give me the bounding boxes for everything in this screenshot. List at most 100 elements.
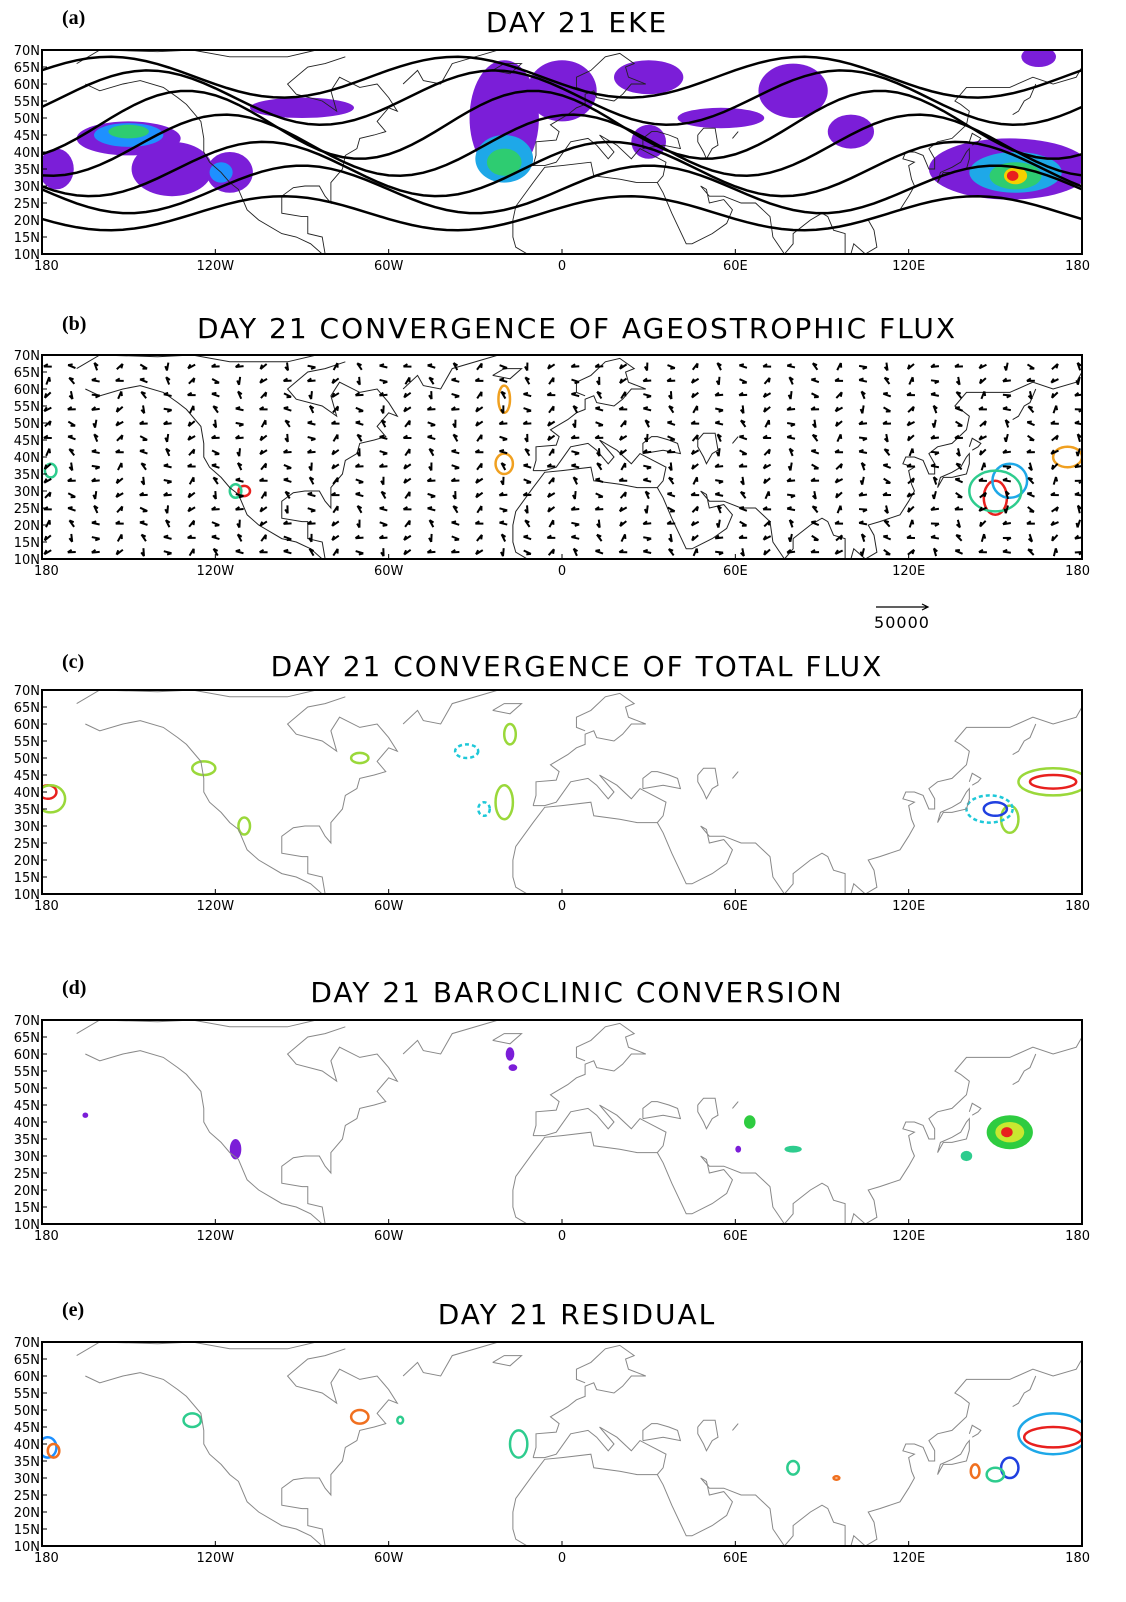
coastline bbox=[1012, 388, 1037, 421]
flux-vector bbox=[308, 391, 313, 400]
flux-vector bbox=[571, 378, 580, 385]
contour bbox=[677, 107, 765, 129]
flux-vector bbox=[44, 491, 52, 499]
flux-vector bbox=[1002, 548, 1011, 554]
flux-vector bbox=[930, 363, 940, 369]
coastline bbox=[85, 80, 323, 254]
y-tick-label: 65N bbox=[14, 1031, 40, 1046]
flux-vector bbox=[499, 377, 508, 383]
flux-vector bbox=[139, 506, 148, 513]
map-content bbox=[42, 690, 1082, 894]
flux-vector bbox=[1026, 377, 1035, 382]
y-tick-label: 55N bbox=[14, 735, 40, 750]
flux-vector bbox=[836, 362, 843, 371]
flux-vector bbox=[1003, 362, 1009, 371]
flux-vector bbox=[475, 420, 484, 427]
flux-vector bbox=[666, 520, 676, 525]
flux-vector bbox=[955, 519, 961, 529]
coastline bbox=[512, 134, 667, 254]
flux-vector bbox=[907, 548, 916, 556]
flux-vector bbox=[955, 391, 963, 399]
flux-vector bbox=[810, 406, 820, 411]
flux-vector bbox=[164, 519, 171, 528]
flux-vector bbox=[499, 507, 508, 513]
flux-vector bbox=[907, 434, 915, 442]
flux-vector bbox=[907, 505, 915, 513]
flux-vector bbox=[642, 520, 652, 526]
flux-vector bbox=[43, 478, 52, 484]
flux-vector bbox=[930, 379, 940, 385]
flux-vector bbox=[547, 363, 556, 370]
flux-vector bbox=[115, 492, 124, 498]
flux-vector bbox=[931, 419, 937, 428]
y-tick-label: 45N bbox=[14, 1421, 40, 1436]
coastline bbox=[642, 1423, 682, 1442]
flux-vector bbox=[882, 491, 892, 497]
flux-vector bbox=[332, 548, 339, 557]
flux-vector bbox=[68, 391, 74, 400]
flux-vector bbox=[115, 448, 124, 454]
flux-vector bbox=[189, 405, 195, 414]
y-tick-label: 70N bbox=[14, 349, 40, 364]
coastline bbox=[656, 182, 846, 254]
flux-vector bbox=[403, 477, 412, 484]
flux-vector bbox=[284, 505, 289, 514]
coastline bbox=[85, 385, 323, 559]
flux-vector bbox=[43, 406, 52, 413]
flux-vector bbox=[211, 534, 220, 541]
flux-vector bbox=[691, 463, 699, 470]
y-tick-label: 60N bbox=[14, 78, 40, 93]
flux-vector bbox=[402, 363, 412, 368]
flux-vector bbox=[570, 363, 580, 368]
contour bbox=[131, 141, 213, 197]
y-tick-label: 50N bbox=[14, 112, 40, 127]
flux-vector bbox=[1051, 363, 1059, 370]
flux-vector bbox=[235, 477, 244, 483]
flux-vector bbox=[811, 419, 817, 429]
flux-vector bbox=[332, 476, 339, 485]
flux-vector bbox=[259, 506, 268, 513]
x-tick-label: 120E bbox=[892, 259, 925, 274]
flux-vector bbox=[116, 505, 124, 514]
flux-vector bbox=[883, 406, 891, 413]
flux-vector bbox=[402, 434, 412, 439]
flux-vector bbox=[236, 533, 243, 542]
contour bbox=[82, 1112, 89, 1118]
x-tick-label: 180 bbox=[1065, 899, 1090, 914]
flux-vector bbox=[835, 420, 843, 428]
flux-vector bbox=[498, 491, 508, 497]
flux-vector bbox=[163, 550, 172, 556]
contour bbox=[46, 1442, 61, 1459]
x-tick-label: 180 bbox=[1065, 564, 1090, 579]
coastline bbox=[532, 1022, 646, 1136]
contour bbox=[999, 1456, 1020, 1480]
contour bbox=[182, 1412, 203, 1429]
contour bbox=[1001, 1127, 1013, 1138]
flux-vector bbox=[762, 392, 772, 399]
map-content bbox=[42, 1342, 1082, 1546]
flux-vector bbox=[235, 493, 244, 499]
y-tick-label: 30N bbox=[14, 180, 40, 195]
map-content bbox=[76, 1020, 1082, 1224]
flux-vector bbox=[307, 420, 316, 426]
flux-vector bbox=[211, 378, 220, 384]
flux-vector bbox=[955, 376, 961, 386]
y-tick-label: 30N bbox=[14, 820, 40, 835]
y-tick-label: 20N bbox=[14, 854, 40, 869]
flux-vector bbox=[954, 434, 963, 440]
flux-vector bbox=[307, 507, 316, 513]
flux-vector bbox=[235, 434, 244, 440]
y-tick-label: 15N bbox=[14, 231, 40, 246]
y-tick-label: 45N bbox=[14, 129, 40, 144]
flux-vector bbox=[618, 548, 628, 554]
coastline bbox=[697, 432, 719, 465]
flux-vector bbox=[1027, 390, 1033, 400]
coastline bbox=[76, 690, 317, 705]
flux-vector bbox=[1050, 491, 1059, 497]
flux-vector bbox=[356, 433, 363, 442]
flux-vector bbox=[594, 363, 604, 368]
contour bbox=[250, 97, 354, 119]
flux-vector bbox=[786, 406, 796, 411]
panel-label: (b) bbox=[62, 313, 86, 335]
plot-frame bbox=[41, 1341, 1083, 1547]
